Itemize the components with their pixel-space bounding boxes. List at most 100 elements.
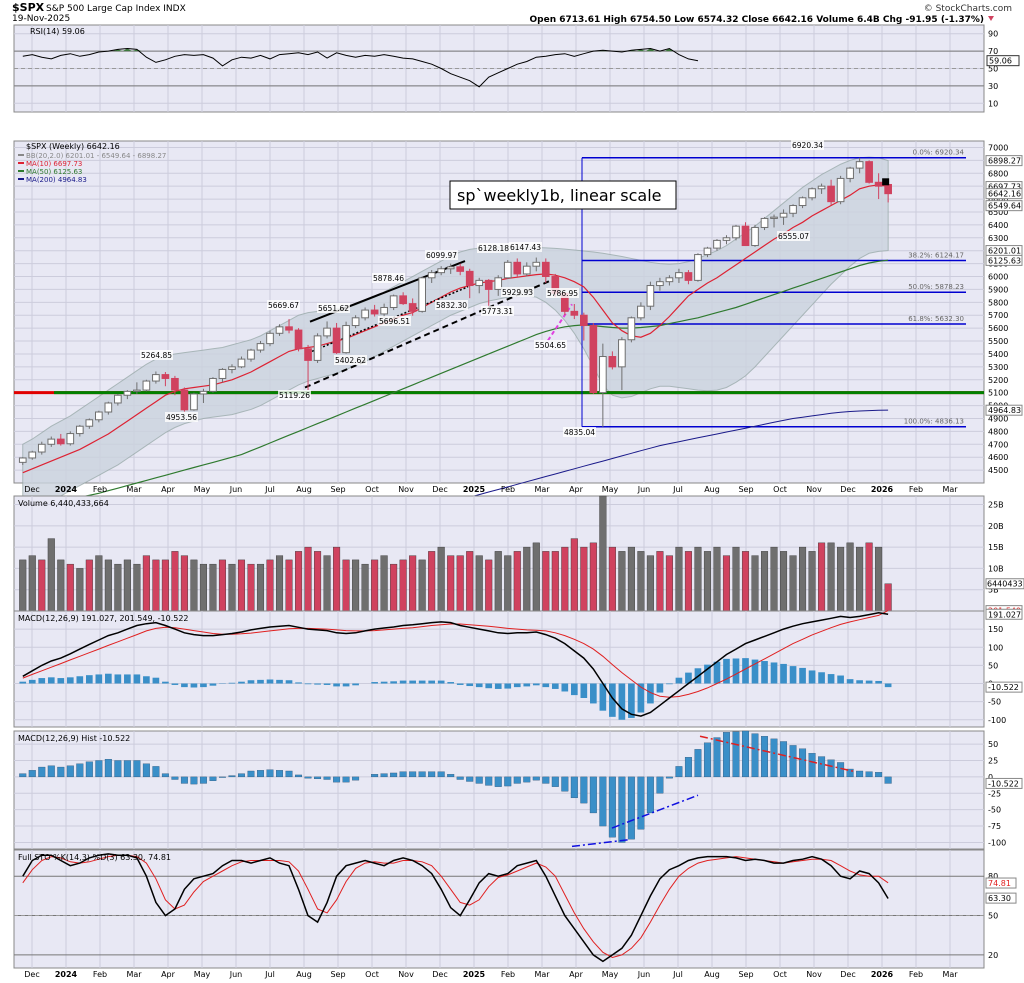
price-label-bg (378, 316, 411, 326)
candle-body (874, 181, 883, 187)
volume-title: Volume 6,440,433,664 (18, 499, 109, 508)
rsi-tick-label: 30 (988, 82, 998, 91)
price-label-bg (777, 231, 810, 241)
hist-bar (570, 776, 578, 799)
month-label-bottom: Apr (569, 970, 584, 979)
candle-body (56, 438, 65, 445)
macd-hist-bar (162, 681, 169, 684)
candle-body (703, 247, 712, 256)
hist-bar (19, 773, 27, 778)
candle-body (75, 425, 84, 435)
candle-body (618, 339, 626, 368)
hist-bar (285, 770, 293, 778)
chart-ohlc: Open 6713.61 High 6754.50 Low 6574.32 Cl… (530, 15, 984, 25)
hist-bar (532, 776, 540, 781)
hist-bar (342, 776, 350, 783)
hist-divergence-blue-low (571, 839, 629, 848)
volume-bar (875, 546, 883, 612)
price-label-bg (140, 350, 173, 360)
volume-bar (190, 559, 198, 612)
volume-bar (256, 563, 265, 612)
macd-hist-bar (38, 678, 46, 684)
volume-bar (361, 563, 369, 612)
macd-hist-bar (380, 681, 388, 684)
macd-hist-bar (808, 670, 816, 684)
sto-tick-label: 20 (988, 951, 998, 960)
volume-bar (741, 551, 750, 612)
month-label-top: Feb (93, 485, 107, 494)
hist-bar (28, 770, 36, 778)
hist-bar (428, 771, 436, 778)
hist-bar (561, 776, 569, 792)
price-value-tag-text: 6549.64 (988, 202, 1021, 211)
macd-hist-bar (875, 680, 882, 684)
price-label-bg (477, 243, 510, 253)
month-label-bottom: Dec (432, 970, 447, 979)
candle-body (389, 295, 398, 308)
price-label-bg (546, 288, 579, 298)
hist-bar (437, 771, 445, 778)
rsi-last-box (986, 55, 1020, 67)
macd-hist-bar (57, 678, 65, 684)
hist-value-label: -10.522 (988, 779, 1019, 788)
month-label-bottom: Mar (534, 970, 550, 979)
volume-bar (247, 563, 255, 612)
candle-body (18, 457, 27, 463)
macd-hist-bar (723, 658, 730, 684)
hist-bar (218, 776, 226, 778)
month-label-bottom: May (602, 970, 619, 979)
volume-bar (19, 559, 27, 612)
volume-last-label: 6440433 (987, 580, 1023, 589)
chg-down-icon (988, 16, 994, 21)
price-value-tag-text: 6898.27 (988, 157, 1021, 166)
volume-bar (171, 551, 179, 612)
volume-bar (447, 555, 455, 612)
volume-bar (865, 542, 873, 612)
month-label-top: Apr (161, 485, 176, 494)
price-label-bg (435, 300, 468, 310)
month-label-top: 2026 (871, 485, 894, 494)
price-label-bg (501, 287, 534, 297)
volume-bar (390, 563, 398, 612)
month-label-top: Mar (534, 485, 550, 494)
volume-bar (722, 555, 731, 612)
sto-value-tag (985, 892, 1017, 904)
hist-bar (837, 762, 845, 778)
macd-hist-bar (181, 683, 188, 688)
hist-bar (104, 759, 112, 778)
volume-tick-label: 5B (988, 586, 999, 595)
fib-level-label: 61.8%: 5632.30 (908, 315, 964, 323)
macd-title: MACD(12,26,9) 191.027, 201.549, -10.522 (18, 614, 189, 623)
month-label-top: Dec (840, 485, 855, 494)
candle-body (218, 368, 227, 379)
macd-hist-bar (28, 679, 36, 684)
macd-hist-bar (76, 676, 84, 684)
rsi-title: RSI(14) 59.06 (30, 27, 85, 36)
candle-body (247, 349, 255, 360)
hist-bar (523, 776, 531, 783)
month-label-bottom: May (194, 970, 211, 979)
chart-date: 19-Nov-2025 (12, 14, 70, 24)
hist-bar (57, 766, 65, 778)
last-price-marker (882, 178, 890, 186)
hist-tick-label: -50 (988, 806, 1001, 815)
hist-tick-label: 25 (988, 757, 998, 766)
rsi-last-label: 59.06 (989, 57, 1012, 66)
hist-bar (304, 776, 312, 779)
price-label-bg (534, 340, 567, 350)
macd-hist-bar (66, 677, 74, 684)
month-label-top: May (602, 485, 619, 494)
volume-bar (694, 546, 702, 612)
month-label-top: Oct (773, 485, 787, 494)
macd-hist-bar (257, 679, 264, 684)
price-label: 4953.56 (166, 413, 197, 422)
macd-hist-bar (827, 674, 835, 684)
volume-bar (542, 551, 550, 612)
hist-bar (485, 776, 493, 786)
macd-hist-bar (789, 666, 797, 684)
candle-body (722, 237, 731, 241)
macd-hist-bar (124, 674, 131, 684)
fib-level-label: 100.0%: 4836.13 (904, 418, 964, 426)
hist-bar (789, 745, 797, 778)
candle-body (494, 277, 503, 290)
